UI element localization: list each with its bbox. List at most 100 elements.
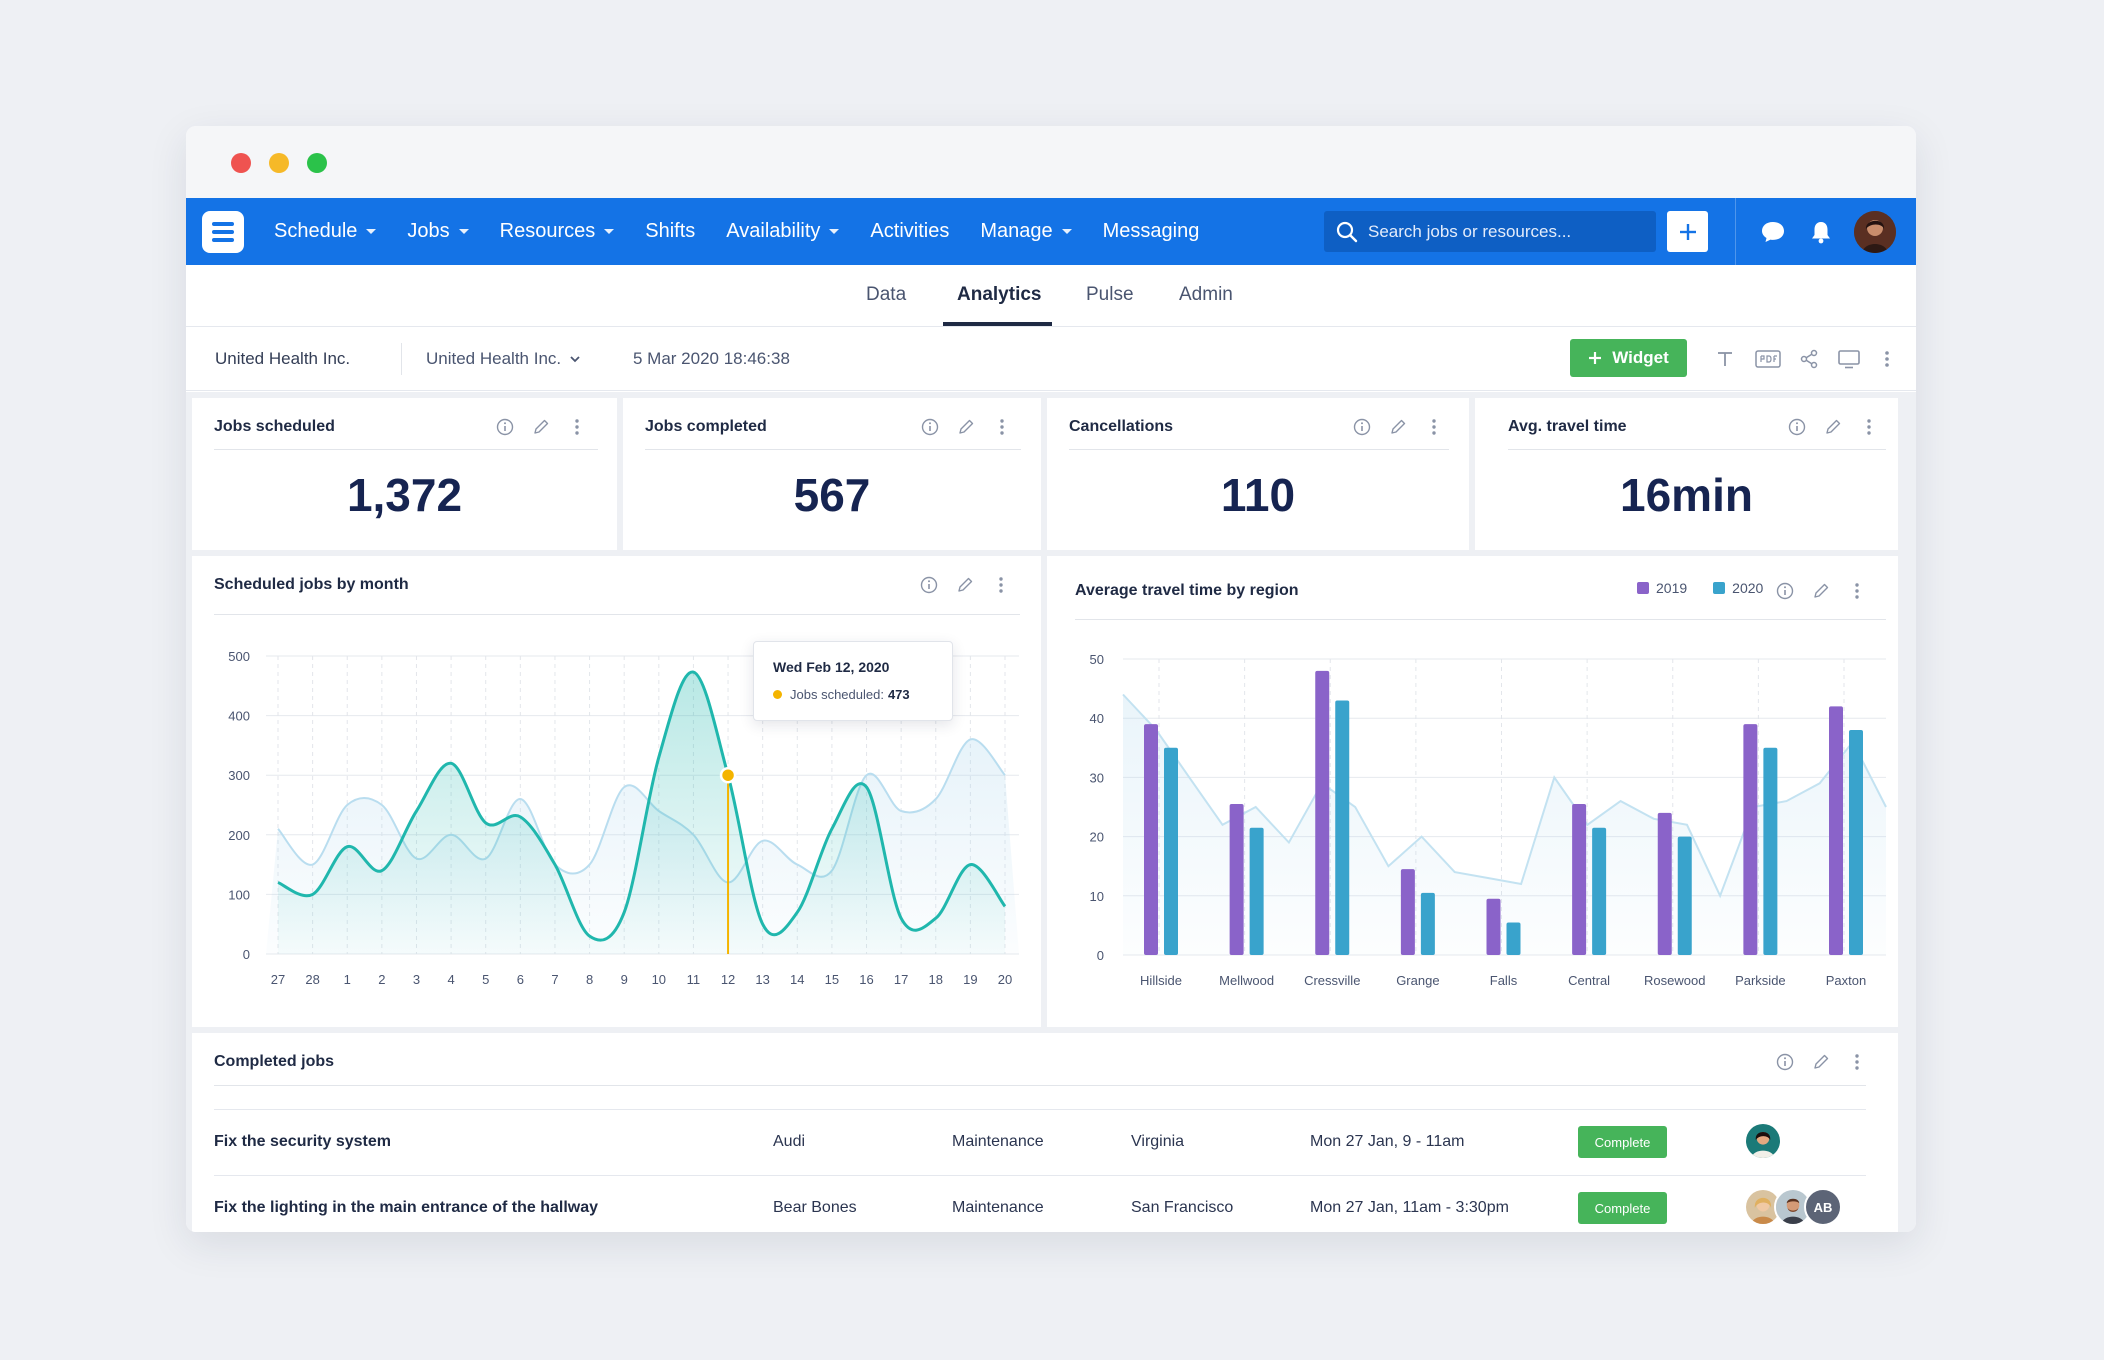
tab-admin[interactable]: Admin [1179,284,1233,305]
app-window: Schedule Jobs Resources Shifts Availabil… [186,126,1916,1232]
dashboard-toolbar: United Health Inc. United Health Inc. 5 … [186,327,1916,391]
info-icon[interactable] [918,574,940,596]
job-type: Maintenance [952,1199,1044,1216]
kpi-card-cancellations: Cancellations 110 [1047,398,1469,550]
status-badge: Complete [1578,1126,1667,1158]
nav-item-messaging[interactable]: Messaging [1102,220,1200,242]
nav-item-schedule[interactable]: Schedule [274,220,377,243]
info-icon[interactable] [1774,1051,1796,1073]
edit-icon[interactable] [530,416,552,438]
more-vertical-icon[interactable] [1875,347,1899,371]
tooltip-row: Jobs scheduled: 473 [773,687,910,702]
bar-2019-paxton [1829,706,1843,955]
share-icon[interactable] [1797,347,1821,371]
minimize-window-button[interactable] [269,153,289,173]
add-widget-button[interactable]: Widget [1570,339,1687,377]
table-row[interactable]: Fix the security system Audi Maintenance… [214,1109,1866,1175]
more-vertical-icon[interactable] [1423,416,1445,438]
user-avatar[interactable] [1744,1122,1782,1160]
more-vertical-icon[interactable] [566,416,588,438]
info-icon[interactable] [919,416,941,438]
user-avatar[interactable] [1854,211,1896,253]
bar-2019-parkside [1743,724,1758,955]
pdf-icon[interactable] [1754,347,1782,371]
chart-card-travel-time: Average travel time by region 2019 2020 … [1047,556,1898,1027]
nav-item-jobs[interactable]: Jobs [407,220,469,243]
x-tick-label: 13 [755,972,769,987]
bell-icon[interactable] [1807,218,1835,246]
user-avatar[interactable] [1774,1188,1812,1226]
x-tick-label: 10 [652,972,666,987]
more-vertical-icon[interactable] [991,416,1013,438]
job-location: San Francisco [1131,1199,1234,1216]
kpi-value: 110 [1220,469,1296,521]
nav-item-availability[interactable]: Availability [726,220,840,243]
card-title: Avg. travel time [1508,418,1627,435]
more-vertical-icon[interactable] [1858,416,1880,438]
edit-icon[interactable] [1810,1051,1832,1073]
table-row[interactable]: Fix the lighting in the main entrance of… [214,1175,1866,1232]
chat-icon[interactable] [1759,218,1787,246]
kpi-value: 1,372 [346,469,463,521]
x-tick-label: 18 [929,972,943,987]
text-icon[interactable] [1713,347,1737,371]
edit-icon[interactable] [954,574,976,596]
x-tick-label: Falls [1490,973,1518,988]
x-tick-label: 1 [344,972,351,987]
legend-label-2019: 2019 [1656,580,1688,596]
trend-area [1123,694,1886,955]
nav-item-resources[interactable]: Resources [500,220,615,243]
job-time: Mon 27 Jan, 9 - 11am [1310,1133,1465,1150]
x-tick-label: 19 [963,972,977,987]
travel-time-chart: 0 10 20 30 40 50 Hillside Mellwood Cressville Gra… [1090,652,1887,988]
title-bar [186,126,1916,198]
close-window-button[interactable] [231,153,251,173]
plus-icon [1679,223,1696,240]
search-input[interactable] [1368,221,1638,242]
tab-analytics[interactable]: Analytics [957,284,1042,305]
edit-icon[interactable] [1822,416,1844,438]
toolbar-divider [401,343,402,375]
tab-pulse[interactable]: Pulse [1086,284,1134,305]
y-tick-label: 400 [228,709,250,724]
x-tick-label: 28 [305,972,319,987]
x-tick-label: Paxton [1826,973,1866,988]
edit-icon[interactable] [1810,580,1832,602]
nav-item-activities[interactable]: Activities [870,220,950,242]
x-tick-label: 4 [447,972,454,987]
info-icon[interactable] [1786,416,1808,438]
tab-data[interactable]: Data [866,284,907,305]
add-button[interactable] [1667,211,1708,252]
edit-icon[interactable] [955,416,977,438]
more-vertical-icon[interactable] [1846,1051,1868,1073]
legend-swatch-2020 [1713,582,1726,594]
x-tick-label: 3 [413,972,420,987]
y-tick-label: 100 [228,887,250,902]
info-icon[interactable] [494,416,516,438]
highlight-point [719,766,737,784]
nav-item-manage[interactable]: Manage [980,220,1072,243]
nav-divider [1735,198,1736,265]
maximize-window-button[interactable] [307,153,327,173]
chevron-down-icon [570,356,580,363]
menu-logo-icon[interactable] [202,211,244,253]
series-area-jobs-scheduled [278,671,1005,954]
legend-swatch-2019 [1637,582,1649,594]
monitor-icon[interactable] [1837,347,1861,371]
edit-icon[interactable] [1387,416,1409,438]
info-icon[interactable] [1774,580,1796,602]
chevron-down-icon [829,229,840,234]
card-actions [905,416,1013,438]
user-avatar-initials[interactable]: AB [1804,1188,1842,1226]
bar-2020-rosewood [1677,836,1692,955]
more-vertical-icon[interactable] [990,574,1012,596]
bar-2020-hillside [1164,747,1178,955]
y-tick-label: 500 [228,649,250,664]
nav-item-shifts[interactable]: Shifts [645,220,696,242]
x-tick-label: 16 [859,972,873,987]
more-vertical-icon[interactable] [1846,580,1868,602]
card-divider [214,449,598,450]
info-icon[interactable] [1351,416,1373,438]
bar-2020-parkside [1763,747,1778,955]
organization-select[interactable]: United Health Inc. [426,349,581,369]
